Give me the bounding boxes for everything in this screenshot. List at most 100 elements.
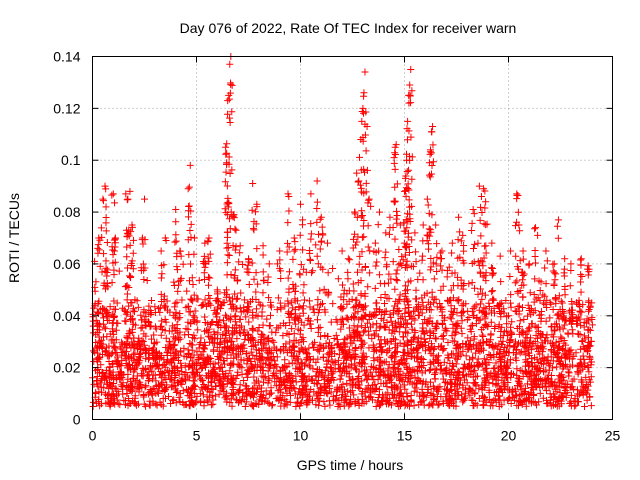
data-point	[516, 227, 524, 235]
data-point	[525, 397, 533, 405]
data-point	[185, 350, 193, 358]
data-point	[211, 383, 219, 391]
data-point	[171, 314, 179, 322]
data-point	[283, 389, 291, 397]
data-point	[241, 335, 249, 343]
data-point	[141, 341, 149, 349]
data-point	[184, 331, 192, 339]
data-point	[118, 371, 126, 379]
data-point	[224, 110, 232, 118]
data-point	[288, 359, 296, 367]
data-point	[543, 296, 551, 304]
data-point	[126, 187, 134, 195]
data-point	[317, 238, 325, 246]
data-point	[567, 306, 575, 314]
data-point	[127, 228, 135, 236]
data-point	[195, 354, 203, 362]
data-point	[506, 299, 514, 307]
data-point	[343, 398, 351, 406]
data-point	[201, 327, 209, 335]
data-point	[114, 353, 122, 361]
data-point	[247, 357, 255, 365]
data-point	[460, 396, 468, 404]
data-point	[496, 350, 504, 358]
data-point	[572, 401, 580, 409]
data-point	[507, 303, 515, 311]
data-point	[130, 236, 138, 244]
data-point	[453, 296, 461, 304]
data-point	[339, 304, 347, 312]
data-point	[406, 92, 414, 100]
data-point	[433, 268, 441, 276]
data-point	[120, 396, 128, 404]
data-point	[437, 255, 445, 263]
data-point	[313, 316, 321, 324]
data-point	[276, 299, 284, 307]
data-point	[355, 401, 363, 409]
data-point	[258, 331, 266, 339]
data-point	[524, 372, 532, 380]
data-point	[479, 333, 487, 341]
data-point	[231, 290, 239, 298]
data-point	[308, 269, 316, 277]
data-point	[556, 378, 564, 386]
data-point	[506, 342, 514, 350]
data-point	[560, 272, 568, 280]
data-point	[254, 280, 262, 288]
data-point	[172, 205, 180, 213]
data-point	[556, 389, 564, 397]
data-point	[436, 249, 444, 257]
data-point	[158, 317, 166, 325]
data-point	[185, 202, 193, 210]
data-point	[117, 381, 125, 389]
data-point	[240, 341, 248, 349]
data-point	[337, 394, 345, 402]
data-point	[224, 97, 232, 105]
data-point	[430, 370, 438, 378]
data-point	[175, 351, 183, 359]
data-points	[89, 53, 596, 411]
data-point	[355, 153, 363, 161]
data-point	[458, 391, 466, 399]
data-point	[426, 232, 434, 240]
data-point	[368, 372, 376, 380]
data-point	[532, 259, 540, 267]
data-point	[200, 399, 208, 407]
data-point	[430, 384, 438, 392]
data-point	[435, 352, 443, 360]
data-point	[109, 349, 117, 357]
data-point	[520, 389, 528, 397]
data-point	[94, 342, 102, 350]
data-point	[424, 201, 432, 209]
data-point	[519, 293, 527, 301]
data-point	[265, 376, 273, 384]
data-point	[273, 324, 281, 332]
data-point	[158, 298, 166, 306]
data-point	[482, 320, 490, 328]
data-point	[469, 321, 477, 329]
data-point	[121, 341, 129, 349]
data-point	[503, 363, 511, 371]
data-point	[582, 384, 590, 392]
data-point	[327, 388, 335, 396]
data-point	[125, 284, 133, 292]
data-point	[433, 324, 441, 332]
data-point	[403, 257, 411, 265]
data-point	[331, 365, 339, 373]
data-point	[105, 385, 113, 393]
data-point	[533, 365, 541, 373]
data-point	[476, 316, 484, 324]
data-point	[353, 334, 361, 342]
data-point	[305, 344, 313, 352]
data-point	[173, 321, 181, 329]
data-point	[426, 266, 434, 274]
data-point	[209, 400, 217, 408]
data-point	[160, 374, 168, 382]
data-point	[151, 371, 159, 379]
data-point	[503, 357, 511, 365]
data-point	[128, 341, 136, 349]
data-point	[98, 310, 106, 318]
data-point	[288, 343, 296, 351]
data-point	[139, 372, 147, 380]
data-point	[344, 268, 352, 276]
